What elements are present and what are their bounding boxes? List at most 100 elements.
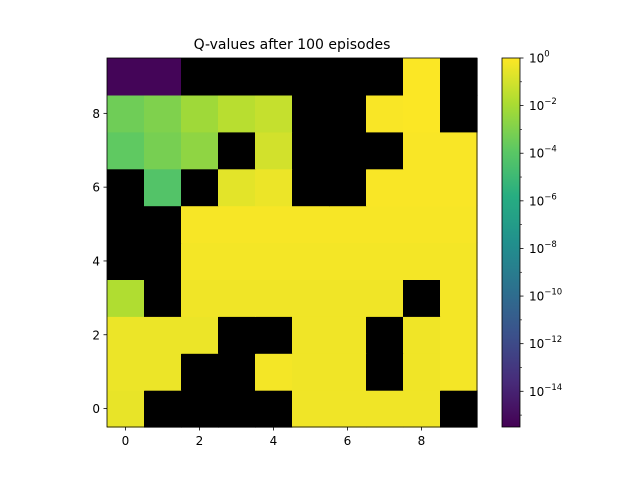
heatmap-cell bbox=[329, 131, 367, 170]
heatmap-cell bbox=[144, 353, 182, 391]
heatmap-cell bbox=[107, 94, 145, 133]
heatmap-cell bbox=[292, 279, 330, 317]
heatmap-cell bbox=[366, 168, 404, 207]
heatmap-cell bbox=[218, 131, 256, 170]
heatmap-cell bbox=[366, 94, 404, 133]
heatmap-cell bbox=[144, 94, 182, 133]
heatmap-cell bbox=[255, 353, 293, 391]
heatmap-cell bbox=[181, 168, 219, 207]
heatmap-cell bbox=[440, 205, 478, 244]
colorbar-tick-label: 10−10 bbox=[529, 288, 562, 304]
colorbar-tick-label: 10−12 bbox=[529, 335, 562, 351]
heatmap-cell bbox=[255, 94, 293, 133]
heatmap-cell bbox=[181, 94, 219, 133]
heatmap-cell bbox=[144, 58, 182, 96]
heatmap-cell bbox=[292, 168, 330, 207]
heatmap-cell bbox=[181, 205, 219, 244]
heatmap-cell bbox=[218, 205, 256, 244]
heatmap-cell bbox=[366, 316, 404, 354]
heatmap-cell bbox=[440, 131, 478, 170]
heatmap-cell bbox=[329, 168, 367, 207]
heatmap-cell bbox=[181, 242, 219, 280]
heatmap-cell bbox=[218, 242, 256, 280]
heatmap-cell bbox=[366, 279, 404, 317]
heatmap-cell bbox=[107, 353, 145, 391]
heatmap-cell bbox=[181, 353, 219, 391]
heatmap-cell bbox=[366, 242, 404, 280]
heatmap-cell bbox=[403, 168, 441, 207]
heatmap-cell bbox=[366, 58, 404, 96]
heatmap-cell bbox=[255, 205, 293, 244]
heatmap-cell bbox=[255, 390, 293, 428]
heatmap-cell bbox=[255, 58, 293, 96]
heatmap-cell bbox=[144, 242, 182, 280]
heatmap-cell bbox=[329, 242, 367, 280]
y-tick-label: 4 bbox=[92, 254, 100, 268]
y-axis: 0 2 4 6 8 bbox=[92, 107, 107, 416]
heatmap-cell bbox=[329, 353, 367, 391]
colorbar-tick-label: 100 bbox=[529, 50, 550, 66]
heatmap-cell bbox=[292, 131, 330, 170]
heatmap-cell bbox=[181, 131, 219, 170]
heatmap-cell bbox=[366, 205, 404, 244]
x-tick-label: 2 bbox=[196, 434, 204, 448]
heatmap-cell bbox=[107, 242, 145, 280]
heatmap-cell bbox=[107, 279, 145, 317]
x-axis: 0 2 4 6 8 bbox=[122, 427, 426, 448]
heatmap-cell bbox=[403, 58, 441, 96]
heatmap-cell bbox=[181, 316, 219, 354]
heatmap-cell bbox=[329, 279, 367, 317]
y-tick-label: 8 bbox=[92, 107, 100, 121]
heatmap-cell bbox=[329, 390, 367, 428]
heatmap-cell bbox=[403, 316, 441, 354]
heatmap-cell bbox=[329, 205, 367, 244]
x-tick-label: 4 bbox=[270, 434, 278, 448]
colorbar-gradient bbox=[501, 57, 521, 428]
heatmap-cell bbox=[403, 279, 441, 317]
heatmap-cell bbox=[440, 353, 478, 391]
heatmap-cell bbox=[107, 390, 145, 428]
heatmap-cell bbox=[292, 316, 330, 354]
heatmap-cell bbox=[107, 316, 145, 354]
heatmap-cell bbox=[181, 390, 219, 428]
x-tick-label: 0 bbox=[122, 434, 130, 448]
heatmap-cell bbox=[107, 58, 145, 96]
heatmap-cell bbox=[144, 168, 182, 207]
heatmap-cell bbox=[218, 168, 256, 207]
heatmap-cell bbox=[144, 316, 182, 354]
colorbar-tick-label: 10−8 bbox=[529, 240, 557, 256]
heatmap-cell bbox=[218, 279, 256, 317]
heatmap-cell bbox=[292, 390, 330, 428]
y-tick-label: 0 bbox=[92, 402, 100, 416]
heatmap-cell bbox=[292, 205, 330, 244]
heatmap-cell bbox=[218, 390, 256, 428]
heatmap-cell bbox=[440, 390, 478, 428]
heatmap-cell bbox=[255, 168, 293, 207]
heatmap-cell bbox=[366, 390, 404, 428]
heatmap-cell bbox=[440, 94, 478, 133]
plot-frame bbox=[106, 57, 478, 428]
heatmap-cell bbox=[255, 279, 293, 317]
heatmap bbox=[106, 57, 478, 428]
heatmap-cell bbox=[218, 316, 256, 354]
heatmap-cell bbox=[440, 242, 478, 280]
heatmap-cell bbox=[107, 205, 145, 244]
heatmap-cell bbox=[403, 205, 441, 244]
heatmap-cell bbox=[144, 279, 182, 317]
y-tick-label: 2 bbox=[92, 328, 100, 342]
heatmap-cell bbox=[440, 279, 478, 317]
y-tick-label: 6 bbox=[92, 181, 100, 195]
heatmap-cell bbox=[440, 58, 478, 96]
colorbar-tick-label: 10−6 bbox=[529, 192, 557, 208]
heatmap-cell bbox=[403, 242, 441, 280]
x-tick-label: 8 bbox=[418, 434, 426, 448]
heatmap-cell bbox=[218, 58, 256, 96]
heatmap-cell bbox=[329, 58, 367, 96]
heatmap-cell bbox=[255, 316, 293, 354]
heatmap-cell bbox=[218, 94, 256, 133]
heatmap-cell bbox=[292, 353, 330, 391]
heatmap-cell bbox=[107, 168, 145, 207]
heatmap-cell bbox=[329, 316, 367, 354]
heatmap-cell bbox=[218, 353, 256, 391]
